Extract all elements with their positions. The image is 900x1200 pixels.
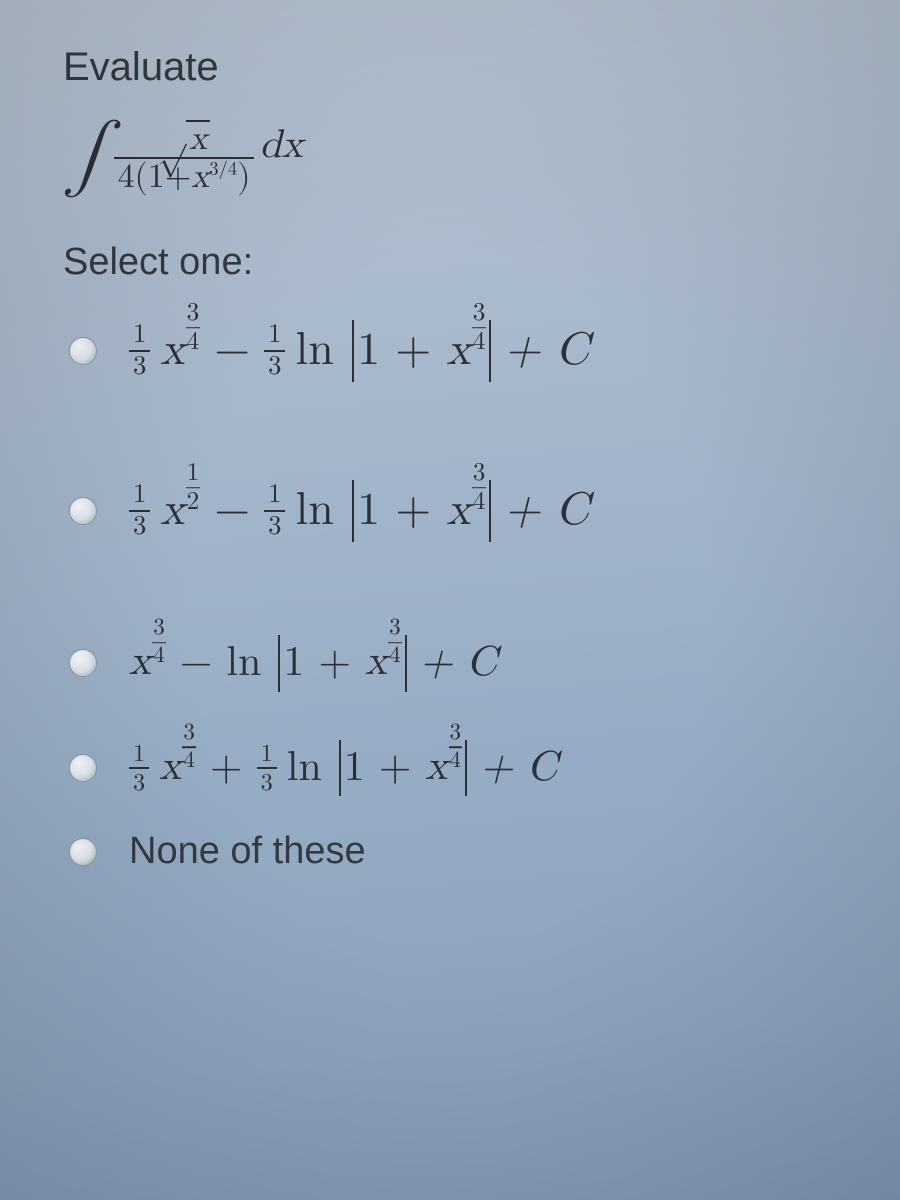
sqrt-x: √x — [158, 120, 210, 156]
ln-group: ln 1 + x 34 — [287, 736, 470, 801]
option-b[interactable]: 13 x 12 − 13 ln 1 + x 34 + C — [55, 476, 845, 546]
ln-coef-frac: 13 — [257, 741, 277, 796]
integrand-fraction: √x 4(1+x3/4) — [114, 118, 255, 196]
option-c[interactable]: x 34 − ln 1 + x 34 + C — [55, 631, 845, 696]
radio-a[interactable] — [69, 337, 97, 365]
denom-var: x — [191, 160, 209, 194]
x-power: x 34 — [129, 637, 166, 689]
integral-sign: ∫ — [65, 120, 112, 190]
integral-expression: ∫ √x 4(1+x3/4) dx — [65, 118, 845, 196]
select-one-label: Select one: — [63, 241, 845, 284]
coef-frac: 13 — [129, 321, 150, 381]
radio-c[interactable] — [69, 649, 97, 677]
ln-group: ln 1 + x 34 — [226, 631, 409, 696]
ln-coef-frac: 13 — [264, 481, 285, 541]
option-a-math: 13 x 34 − 13 ln 1 + x 34 + C — [129, 316, 589, 386]
radio-d[interactable] — [69, 754, 97, 782]
option-a[interactable]: 13 x 34 − 13 ln 1 + x 34 + C — [55, 316, 845, 386]
minus-op: − — [210, 323, 254, 378]
option-c-math: x 34 − ln 1 + x 34 + C — [129, 631, 497, 696]
denom-prefix: 4(1+ — [118, 160, 192, 194]
tail: + C — [504, 483, 588, 538]
denom-suffix: ) — [237, 160, 250, 194]
tail: + C — [420, 638, 497, 688]
x-power: x 34 — [159, 742, 196, 794]
ln-group: ln 1 + x 34 — [295, 316, 494, 386]
denom-exp: 3/4 — [209, 160, 237, 179]
x-power: x 34 — [160, 323, 200, 379]
x-power: x 12 — [160, 483, 200, 539]
question-prompt: Evaluate — [63, 45, 845, 90]
option-d[interactable]: 13 x 34 + 13 ln 1 + x 34 + C — [55, 736, 845, 801]
differential: dx — [259, 121, 302, 169]
minus-op: − — [210, 483, 254, 538]
tail: + C — [480, 743, 557, 793]
plus-op: + — [206, 743, 247, 793]
minus-op: − — [176, 638, 217, 688]
radio-e[interactable] — [69, 838, 97, 866]
radio-b[interactable] — [69, 497, 97, 525]
options-list: 13 x 34 − 13 ln 1 + x 34 + C — [55, 316, 845, 874]
tail: + C — [504, 323, 588, 378]
option-e-label: None of these — [129, 830, 366, 873]
ln-group: ln 1 + x 34 — [295, 476, 494, 546]
coef-frac: 13 — [129, 741, 149, 796]
ln-coef-frac: 13 — [264, 321, 285, 381]
option-b-math: 13 x 12 − 13 ln 1 + x 34 + C — [129, 476, 589, 546]
option-e[interactable]: None of these — [55, 830, 845, 873]
coef-frac: 13 — [129, 481, 150, 541]
option-d-math: 13 x 34 + 13 ln 1 + x 34 + C — [129, 736, 557, 801]
